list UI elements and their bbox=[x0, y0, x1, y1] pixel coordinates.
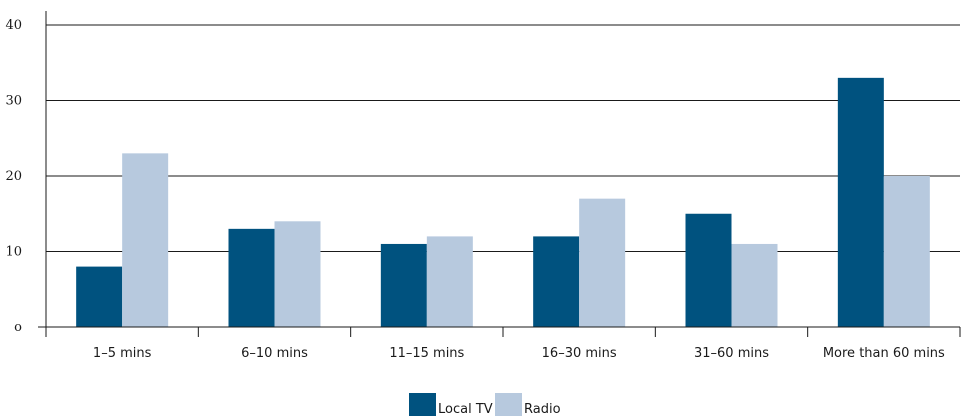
legend-label: Radio bbox=[524, 402, 561, 416]
bar-radio bbox=[426, 236, 473, 327]
x-category-label: 16–30 mins bbox=[542, 346, 617, 361]
bar-local-tv bbox=[380, 243, 427, 327]
x-category-label: 6–10 mins bbox=[241, 346, 308, 361]
x-category-label: 1–5 mins bbox=[93, 346, 152, 361]
bar-radio bbox=[122, 153, 169, 327]
y-tick-label: 40 bbox=[5, 18, 22, 33]
y-tick-label: o bbox=[14, 320, 22, 335]
x-axis-category-labels: 1–5 mins 6–10 mins 11–15 mins 16–30 mins 31–… bbox=[93, 346, 945, 361]
legend-swatch-local-tv bbox=[409, 393, 436, 416]
legend: Local TV Radio bbox=[409, 393, 561, 416]
bar-local-tv bbox=[533, 236, 580, 327]
bars bbox=[76, 77, 930, 327]
axes bbox=[38, 11, 961, 337]
y-axis-tick-labels: o 10 20 30 40 bbox=[5, 18, 22, 335]
gridlines bbox=[46, 24, 960, 252]
x-category-label: More than 60 mins bbox=[823, 346, 945, 361]
x-category-label: 11–15 mins bbox=[389, 346, 464, 361]
bar-radio bbox=[731, 243, 778, 327]
bar-local-tv bbox=[685, 213, 732, 327]
bar-local-tv bbox=[837, 77, 884, 327]
x-category-label: 31–60 mins bbox=[694, 346, 769, 361]
bar-local-tv bbox=[76, 266, 123, 327]
y-tick-label: 20 bbox=[5, 169, 22, 184]
bar-radio bbox=[579, 198, 626, 327]
bar-radio bbox=[883, 176, 930, 327]
bar-local-tv bbox=[228, 228, 275, 327]
y-tick-label: 30 bbox=[5, 94, 22, 109]
y-tick-label: 10 bbox=[5, 245, 22, 260]
legend-label: Local TV bbox=[438, 402, 493, 416]
bar-radio bbox=[274, 221, 321, 327]
legend-swatch-radio bbox=[495, 393, 522, 416]
